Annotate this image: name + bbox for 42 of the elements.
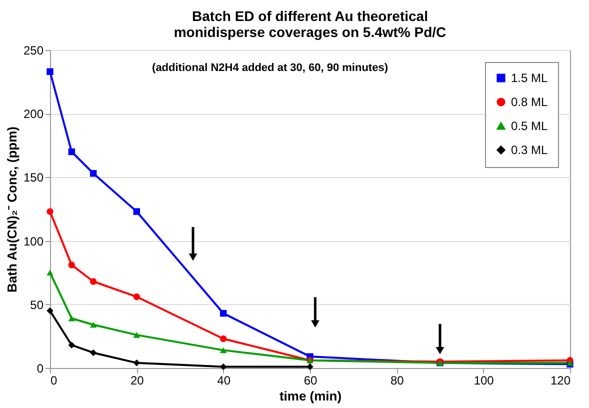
- point: [46, 270, 54, 276]
- point: [68, 342, 76, 348]
- y-tick-label: 50: [30, 298, 44, 312]
- point: [68, 262, 76, 268]
- legend-label: 0.3 ML: [511, 143, 548, 157]
- y-tick-label: 200: [23, 107, 44, 122]
- x-tick-label: 120: [550, 374, 571, 388]
- point: [220, 335, 227, 342]
- y-tick-label: 150: [23, 170, 44, 185]
- point: [46, 208, 54, 215]
- point: [133, 360, 140, 366]
- point: [46, 68, 54, 75]
- point: [133, 332, 140, 338]
- point: [90, 322, 97, 328]
- y-tick-label: 250: [23, 44, 44, 58]
- x-tick-label: 0: [50, 374, 58, 388]
- point: [68, 148, 76, 156]
- point: [133, 293, 140, 300]
- point: [90, 170, 97, 177]
- point: [220, 363, 227, 370]
- legend-label: 0.8 ML: [511, 95, 548, 109]
- legend-label: 1.5 ML: [511, 71, 548, 85]
- y-tick-label: 0: [36, 362, 44, 376]
- chart-title: Batch ED of different Au theoretical monidisperse coverages on 5.4wt% Pd/C: [174, 8, 446, 40]
- x-axis-title: time (min): [279, 388, 342, 404]
- x-tick-label: 40: [217, 374, 231, 388]
- y-tick-label: 100: [23, 234, 44, 248]
- point: [68, 315, 76, 322]
- annotation: (additional N2H4 added at 30, 60, 90 minutes): [152, 62, 388, 74]
- point: [220, 310, 227, 317]
- y-axis-title: Bath Au(CN)₂⁻ Conc, (ppm): [4, 126, 20, 292]
- point: [90, 278, 97, 285]
- point: [306, 363, 314, 370]
- point: [46, 307, 54, 314]
- point: [90, 349, 97, 356]
- x-tick-label: 60: [304, 374, 318, 388]
- x-tick-label: 100: [474, 374, 494, 388]
- legend-label: 0.5 ML: [511, 119, 548, 133]
- x-tick-label: 20: [130, 374, 144, 388]
- x-tick-label: 80: [390, 374, 404, 388]
- point: [133, 208, 140, 215]
- point: [220, 347, 227, 354]
